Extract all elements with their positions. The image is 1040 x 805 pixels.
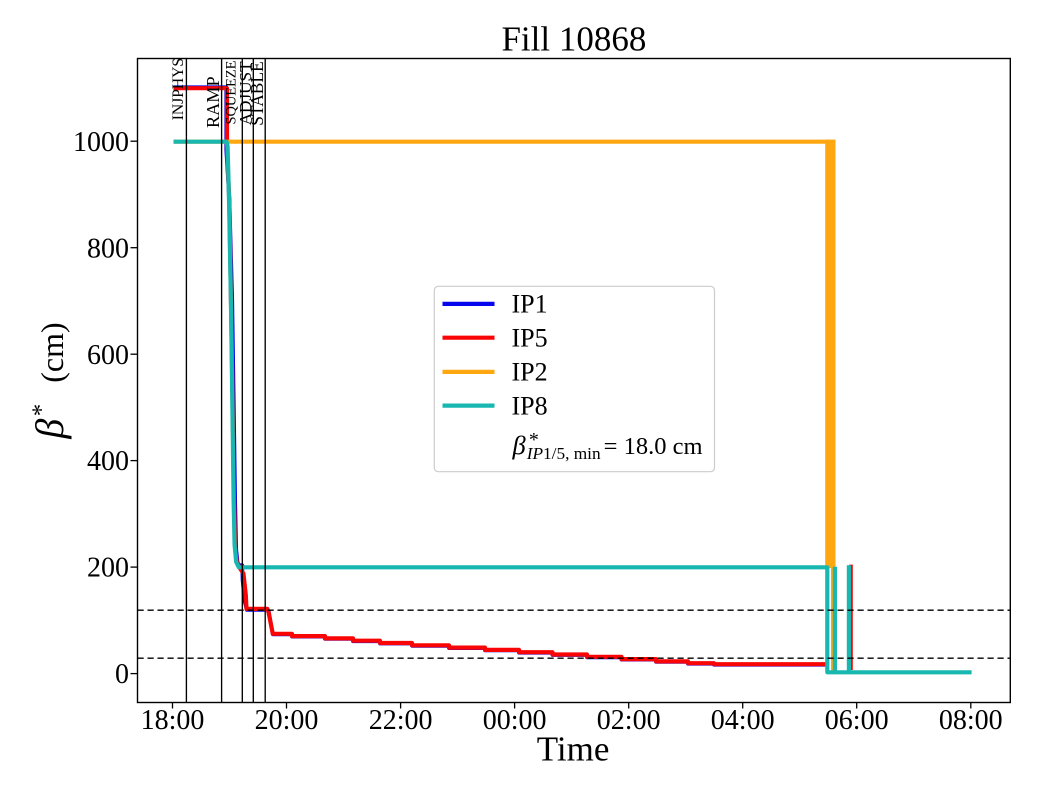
svg-text:Time: Time: [537, 730, 610, 769]
svg-text:0: 0: [115, 659, 129, 690]
svg-text:IP8: IP8: [512, 391, 548, 420]
svg-text:02:00: 02:00: [597, 705, 661, 736]
svg-text:20:00: 20:00: [255, 705, 319, 736]
svg-text:08:00: 08:00: [939, 705, 1003, 736]
svg-text:β*IP1/5, min= 18.0 cm: β * IP1/5, min = 18.0 cm: [512, 429, 703, 463]
svg-text:00:00: 00:00: [483, 705, 547, 736]
svg-text:200: 200: [87, 553, 129, 584]
svg-text:IP5: IP5: [512, 323, 548, 352]
svg-text:400: 400: [87, 446, 129, 477]
svg-text:STABLE: STABLE: [247, 61, 267, 125]
svg-text:18:00: 18:00: [141, 705, 205, 736]
svg-text:ADJUST: ADJUST: [236, 61, 255, 125]
svg-text:Fill 10868: Fill 10868: [501, 20, 646, 59]
svg-text:β* (cm): β* (cm): [27, 322, 72, 439]
svg-text:800: 800: [87, 233, 129, 264]
svg-text:INJPHYS: INJPHYS: [170, 58, 187, 120]
svg-text:600: 600: [87, 340, 129, 371]
svg-text:1000: 1000: [73, 127, 129, 158]
svg-text:06:00: 06:00: [825, 705, 889, 736]
svg-text:IP2: IP2: [512, 358, 548, 387]
svg-text:IP1: IP1: [512, 290, 548, 319]
svg-text:RAMP: RAMP: [203, 76, 223, 128]
svg-text:SQUEEZE: SQUEEZE: [223, 60, 239, 124]
svg-text:04:00: 04:00: [711, 705, 775, 736]
svg-text:22:00: 22:00: [369, 705, 433, 736]
